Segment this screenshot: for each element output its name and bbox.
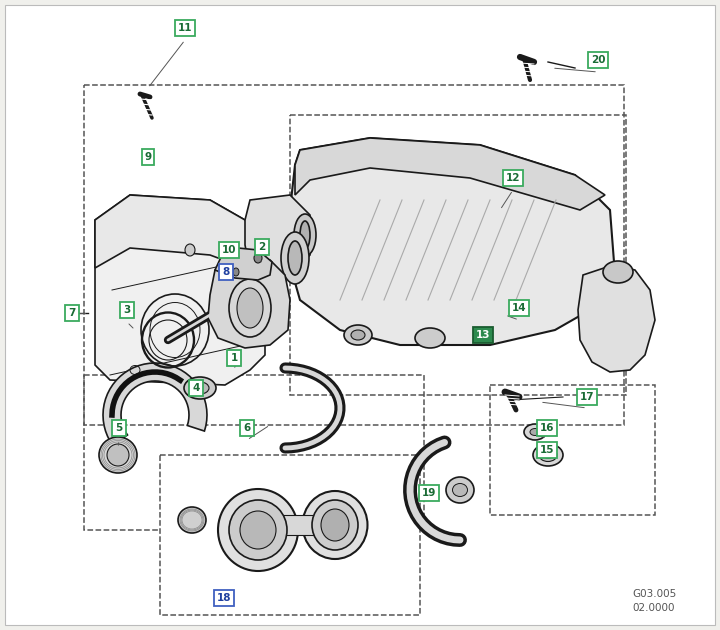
Polygon shape [295,138,605,210]
Polygon shape [290,138,615,345]
Text: 4: 4 [192,383,199,393]
Polygon shape [103,363,207,445]
Text: 11: 11 [178,23,192,33]
Polygon shape [95,195,265,385]
Text: 10: 10 [222,245,236,255]
Bar [490,385,655,515]
Text: 6: 6 [243,423,251,433]
Text: 18: 18 [217,593,231,603]
Ellipse shape [543,452,553,459]
Text: 2: 2 [258,242,266,252]
Ellipse shape [185,244,195,256]
Text: 7: 7 [68,308,76,318]
Bar [84,375,424,530]
Ellipse shape [240,511,276,549]
Text: 8: 8 [222,267,230,277]
Ellipse shape [530,428,540,435]
Ellipse shape [191,382,209,394]
Ellipse shape [300,221,310,249]
Ellipse shape [107,444,129,466]
Text: 15: 15 [540,445,554,455]
Ellipse shape [99,437,137,473]
Ellipse shape [539,449,557,462]
Ellipse shape [281,232,309,284]
Bar [84,85,624,425]
Ellipse shape [446,477,474,503]
Ellipse shape [344,325,372,345]
Polygon shape [208,258,290,348]
Text: 16: 16 [540,423,554,433]
Ellipse shape [233,268,239,276]
Ellipse shape [66,308,74,318]
Text: 20: 20 [590,55,606,65]
Ellipse shape [222,258,234,268]
Ellipse shape [415,328,445,348]
Text: 12: 12 [505,173,521,183]
Bar [290,115,626,395]
Text: 17: 17 [580,392,594,402]
Text: 14: 14 [512,303,526,313]
Ellipse shape [229,500,287,560]
Ellipse shape [184,377,216,399]
Ellipse shape [294,214,316,256]
Polygon shape [578,265,655,372]
Text: 1: 1 [230,353,238,363]
Ellipse shape [603,261,633,283]
Bar [258,515,335,535]
Ellipse shape [237,288,263,328]
Ellipse shape [533,444,563,466]
Ellipse shape [312,500,358,550]
Text: 02.0000: 02.0000 [632,603,675,613]
Polygon shape [245,195,310,275]
Ellipse shape [288,241,302,275]
Text: 5: 5 [115,423,122,433]
Ellipse shape [452,483,467,496]
Ellipse shape [254,253,262,263]
Bar [160,455,420,615]
Text: G03.005: G03.005 [632,589,676,599]
Polygon shape [215,248,272,280]
Ellipse shape [218,489,298,571]
Text: 9: 9 [145,152,152,162]
Text: 19: 19 [422,488,436,498]
Ellipse shape [351,330,365,340]
Ellipse shape [321,509,349,541]
Text: 13: 13 [476,330,490,340]
Ellipse shape [524,424,546,440]
Polygon shape [95,195,265,268]
Ellipse shape [178,507,206,533]
Text: 3: 3 [123,305,130,315]
Ellipse shape [302,491,367,559]
